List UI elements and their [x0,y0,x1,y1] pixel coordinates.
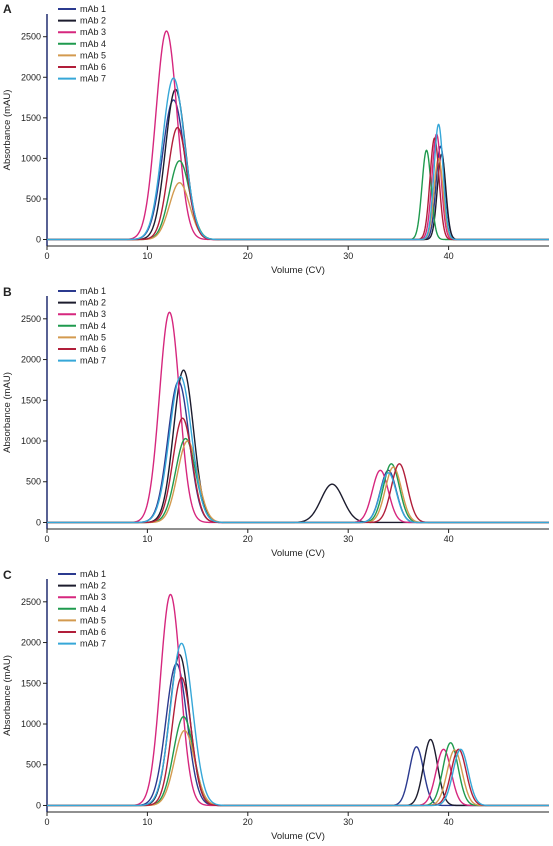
series-line-mab-3 [46,593,550,807]
series-line-mab-6 [46,417,550,524]
x-tick-label: 40 [444,251,454,261]
legend-entry: mAb 5 [80,615,106,625]
x-tick-label: 20 [243,817,253,827]
x-tick-label: 40 [444,817,454,827]
x-axis-title: Volume (CV) [271,265,325,276]
legend-entry: mAb 6 [80,344,106,354]
chart-panel-a: A 0 500 1000 1500 2000 2500 0 10 20 30 40 Volume (CV… [2,2,550,276]
x-tick-label: 10 [142,251,152,261]
y-tick-label: 500 [26,194,41,204]
chart-panel-b: B 0 500 1000 1500 2000 2500 0 10 20 30 40 Volume (CV… [2,285,550,559]
x-axis-title: Volume (CV) [271,831,325,842]
legend-entry: mAb 7 [80,639,106,649]
series-line-mab-7 [46,77,550,241]
x-tick-label: 0 [44,817,49,827]
y-tick-label: 2500 [21,314,41,324]
legend-entry: mAb 4 [80,604,106,614]
y-tick-label: 500 [26,760,41,770]
legend-entry: mAb 1 [80,569,106,579]
series-line-mab-4 [46,437,550,524]
series-line-mab-3 [46,30,550,241]
series-line-mab-7 [46,375,550,524]
x-tick-label: 20 [243,251,253,261]
x-tick-label: 30 [343,817,353,827]
panel-label: B [3,285,12,299]
y-tick-label: 2000 [21,355,41,365]
series-line-mab-6 [46,676,550,807]
y-tick-label: 1500 [21,113,41,123]
series-line-mab-7 [46,642,550,807]
y-axis-title: Absorbance (mAU) [2,90,13,171]
legend-entry: mAb 7 [80,74,106,84]
x-tick-label: 40 [444,534,454,544]
x-tick-label: 10 [142,817,152,827]
series-line-mab-6 [46,126,550,241]
series-line-mab-2 [46,88,550,241]
legend-entry: mAb 4 [80,321,106,331]
y-tick-label: 0 [36,235,41,245]
legend-entry: mAb 3 [80,309,106,319]
series-line-mab-3 [46,311,550,524]
legend-entry: mAb 5 [80,332,106,342]
y-tick-label: 1500 [21,678,41,688]
legend-entry: mAb 5 [80,50,106,60]
series-line-mab-4 [46,149,550,241]
x-tick-label: 30 [343,534,353,544]
series-line-mab-1 [46,663,550,807]
series-line-mab-2 [46,654,550,807]
legend-entry: mAb 1 [80,286,106,296]
chart-panel-c: C 0 500 1000 1500 2000 2500 0 10 20 30 40 Volume (CV… [2,568,550,842]
y-axis-title: Absorbance (mAU) [2,372,13,453]
y-tick-label: 1000 [21,719,41,729]
y-tick-label: 1000 [21,153,41,163]
y-tick-label: 500 [26,477,41,487]
panel-label: A [3,2,12,16]
y-tick-label: 2500 [21,597,41,607]
legend-entry: mAb 1 [80,4,106,14]
legend-entry: mAb 6 [80,62,106,72]
x-tick-label: 0 [44,534,49,544]
legend-entry: mAb 2 [80,581,106,591]
series-line-mab-2 [46,369,550,524]
y-tick-label: 0 [36,800,41,810]
y-tick-label: 0 [36,517,41,527]
x-tick-label: 0 [44,251,49,261]
panel-label: C [3,568,12,582]
series-line-mab-5 [46,440,550,524]
y-tick-label: 1000 [21,436,41,446]
series-line-mab-5 [46,157,550,241]
legend-entry: mAb 4 [80,39,106,49]
y-tick-label: 2000 [21,72,41,82]
x-tick-label: 30 [343,251,353,261]
y-tick-label: 2500 [21,32,41,42]
legend-entry: mAb 3 [80,27,106,37]
legend-entry: mAb 7 [80,356,106,366]
x-axis-title: Volume (CV) [271,548,325,559]
legend-entry: mAb 3 [80,592,106,602]
series-line-mab-1 [46,99,550,241]
legend-entry: mAb 2 [80,298,106,308]
legend-entry: mAb 6 [80,627,106,637]
legend-entry: mAb 2 [80,16,106,26]
x-tick-label: 10 [142,534,152,544]
y-axis-title: Absorbance (mAU) [2,655,13,736]
x-tick-label: 20 [243,534,253,544]
y-tick-label: 2000 [21,638,41,648]
series-line-mab-1 [46,380,550,524]
y-tick-label: 1500 [21,395,41,405]
